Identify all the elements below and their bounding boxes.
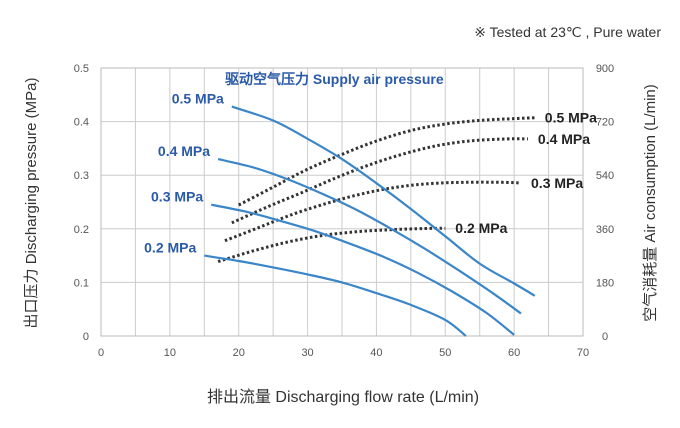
x-tick-labels: 0 10 20 30 40 50 60 70 xyxy=(98,347,589,359)
left-y-tick-label: 0 xyxy=(83,331,89,343)
right-y-tick-label: 720 xyxy=(596,117,614,129)
right-y-tick-labels: 0 180 360 540 720 900 xyxy=(596,63,614,343)
air-consumption-line xyxy=(238,116,535,207)
pressure-curves xyxy=(204,105,536,337)
left-y-tick-label: 0.2 xyxy=(74,224,89,236)
x-tick-label: 10 xyxy=(164,347,176,359)
air-series-label: 0.3 MPa xyxy=(531,175,583,191)
right-y-tick-label: 0 xyxy=(602,331,608,343)
pressure-series-label: 0.5 MPa xyxy=(172,91,224,107)
pressure-line xyxy=(204,254,467,337)
test-condition-note: ※ Tested at 23℃ , Pure water xyxy=(474,24,661,40)
right-y-tick-label: 540 xyxy=(596,170,614,182)
chart-title: 驱动空气压力 Supply air pressure xyxy=(225,71,444,87)
right-y-axis-label: 空气消耗量 Air consumption (L/min) xyxy=(642,84,659,322)
right-y-tick-label: 360 xyxy=(596,224,614,236)
pressure-line xyxy=(210,203,515,336)
pressure-line xyxy=(217,158,522,315)
pressure-series-label: 0.3 MPa xyxy=(151,189,203,205)
plot-frame xyxy=(100,67,584,337)
x-tick-label: 70 xyxy=(577,347,589,359)
left-y-tick-label: 0.3 xyxy=(74,170,89,182)
x-axis-label: 排出流量 Discharging flow rate (L/min) xyxy=(207,388,479,406)
pressure-series-label: 0.2 MPa xyxy=(144,240,196,256)
x-tick-label: 20 xyxy=(233,347,245,359)
x-tick-label: 40 xyxy=(370,347,382,359)
right-y-tick-label: 900 xyxy=(596,63,614,75)
x-tick-label: 50 xyxy=(439,347,451,359)
x-tick-label: 30 xyxy=(301,347,313,359)
left-y-tick-label: 0.5 xyxy=(74,63,89,75)
series-labels: 0.5 MPa 0.4 MPa 0.3 MPa 0.2 MPa 0.5 MPa 0.4 M… xyxy=(144,91,597,256)
x-tick-label: 0 xyxy=(98,347,104,359)
x-tick-label: 60 xyxy=(508,347,520,359)
air-series-label: 0.2 MPa xyxy=(455,220,507,236)
left-y-tick-labels: 0 0.1 0.2 0.3 0.4 0.5 xyxy=(74,63,89,343)
plot-border xyxy=(100,67,584,337)
right-y-tick-label: 180 xyxy=(596,277,614,289)
left-y-axis-label: 出口压力 Discharging pressure (MPa) xyxy=(23,78,40,329)
left-y-tick-label: 0.1 xyxy=(74,277,89,289)
air-series-label: 0.4 MPa xyxy=(538,131,590,147)
left-y-tick-label: 0.4 xyxy=(74,117,89,129)
air-series-label: 0.5 MPa xyxy=(545,110,597,126)
pressure-series-label: 0.4 MPa xyxy=(158,143,210,159)
air-consumption-line xyxy=(231,137,528,225)
pressure-line xyxy=(231,105,536,297)
